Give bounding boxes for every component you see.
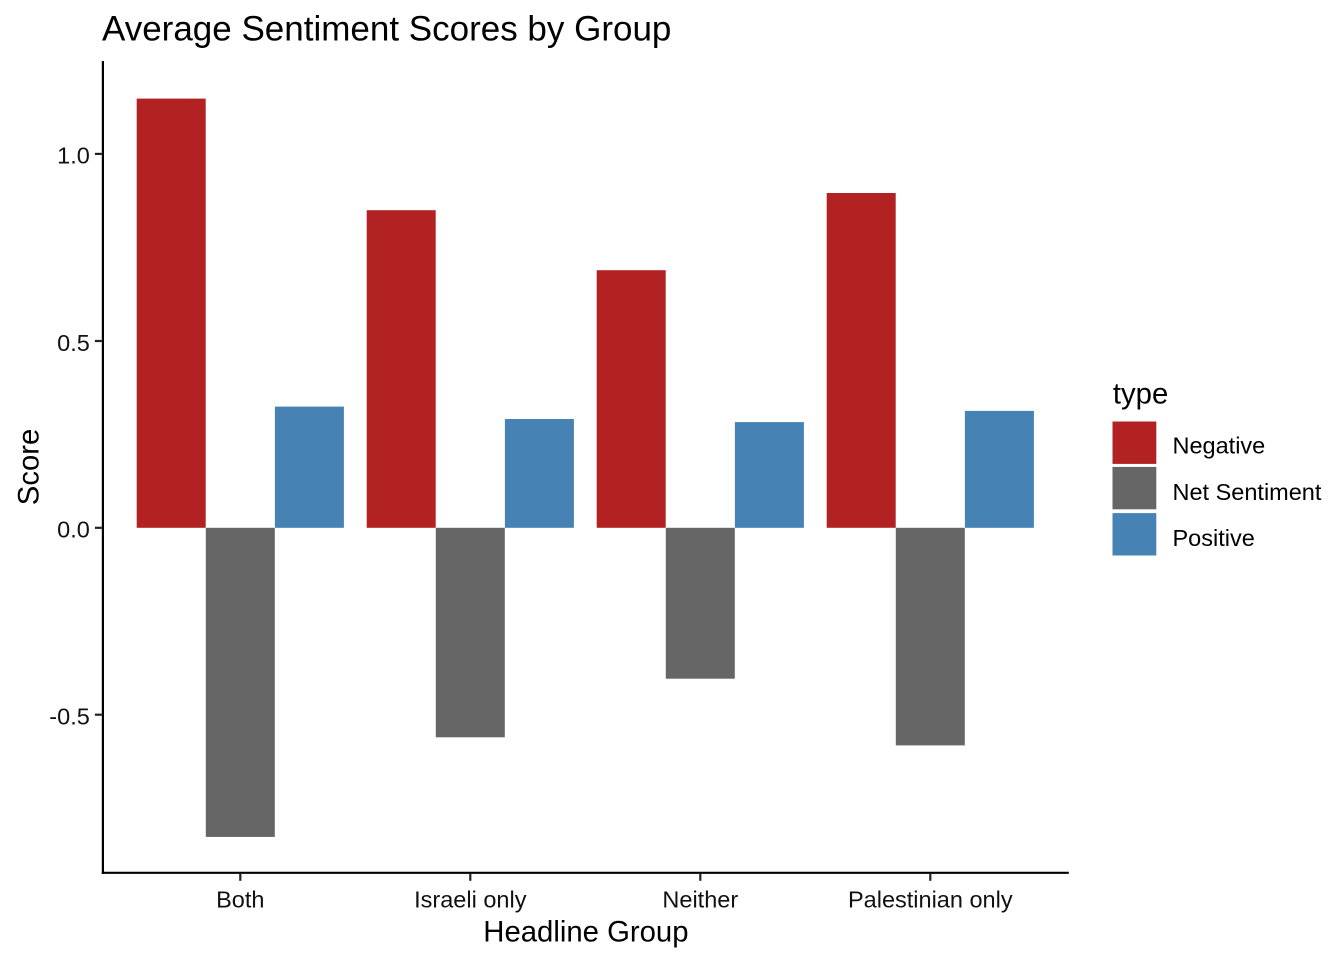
svg-text:Net Sentiment: Net Sentiment [1173, 479, 1322, 505]
svg-text:-0.5: -0.5 [49, 704, 90, 730]
svg-text:Both: Both [216, 887, 264, 913]
svg-text:0.5: 0.5 [57, 330, 90, 356]
svg-text:1.0: 1.0 [57, 143, 90, 169]
svg-text:Score: Score [13, 429, 46, 506]
svg-text:Israeli only: Israeli only [414, 887, 527, 913]
svg-text:Palestinian only: Palestinian only [848, 887, 1013, 913]
svg-text:Negative: Negative [1173, 432, 1266, 458]
svg-text:type: type [1113, 377, 1168, 410]
svg-text:Average Sentiment Scores by Gr: Average Sentiment Scores by Group [102, 9, 671, 48]
svg-text:0.0: 0.0 [57, 517, 90, 543]
svg-text:Neither: Neither [662, 887, 738, 913]
svg-text:Headline Group: Headline Group [483, 915, 688, 948]
svg-text:Positive: Positive [1173, 525, 1255, 551]
